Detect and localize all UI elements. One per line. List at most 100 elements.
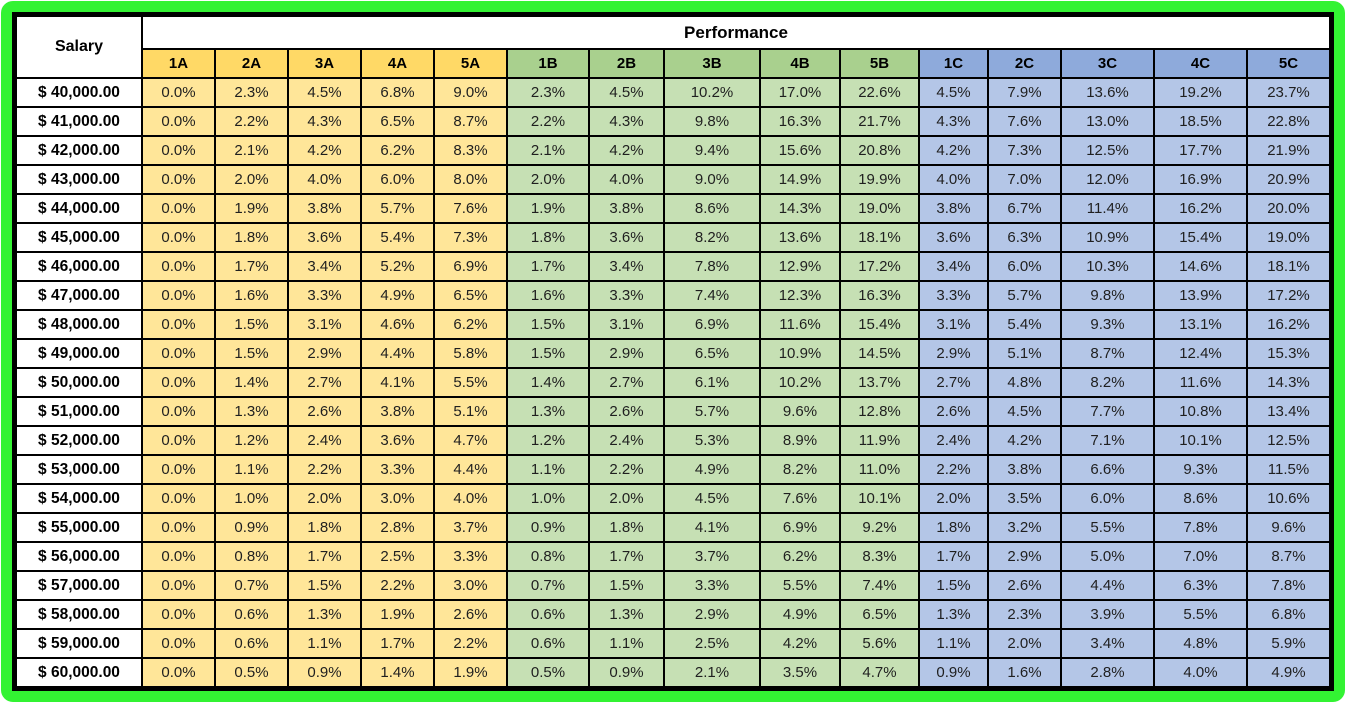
data-cell-5B[interactable]: 13.7% bbox=[839, 367, 920, 398]
data-cell-2C[interactable]: 5.1% bbox=[987, 338, 1062, 369]
salary-cell[interactable]: $ 53,000.00 bbox=[15, 454, 143, 485]
data-cell-1C[interactable]: 2.6% bbox=[918, 396, 989, 427]
data-cell-4A[interactable]: 1.7% bbox=[360, 628, 435, 659]
data-cell-2A[interactable]: 1.1% bbox=[214, 454, 289, 485]
data-cell-4A[interactable]: 3.0% bbox=[360, 483, 435, 514]
data-cell-1B[interactable]: 1.9% bbox=[506, 193, 590, 224]
data-cell-5C[interactable]: 20.0% bbox=[1246, 193, 1331, 224]
data-cell-1A[interactable]: 0.0% bbox=[141, 483, 216, 514]
data-cell-3A[interactable]: 1.3% bbox=[287, 599, 362, 630]
salary-cell[interactable]: $ 45,000.00 bbox=[15, 222, 143, 253]
data-cell-3C[interactable]: 5.5% bbox=[1060, 512, 1155, 543]
data-cell-1A[interactable]: 0.0% bbox=[141, 338, 216, 369]
data-cell-3A[interactable]: 4.5% bbox=[287, 77, 362, 108]
data-cell-4A[interactable]: 6.5% bbox=[360, 106, 435, 137]
column-header-1A[interactable]: 1A bbox=[141, 48, 216, 79]
data-cell-3C[interactable]: 7.7% bbox=[1060, 396, 1155, 427]
data-cell-3B[interactable]: 5.3% bbox=[663, 425, 761, 456]
data-cell-2A[interactable]: 2.2% bbox=[214, 106, 289, 137]
data-cell-2C[interactable]: 5.4% bbox=[987, 309, 1062, 340]
data-cell-3C[interactable]: 9.3% bbox=[1060, 309, 1155, 340]
data-cell-2C[interactable]: 7.3% bbox=[987, 135, 1062, 166]
data-cell-3A[interactable]: 4.0% bbox=[287, 164, 362, 195]
data-cell-5A[interactable]: 2.6% bbox=[433, 599, 508, 630]
salary-cell[interactable]: $ 51,000.00 bbox=[15, 396, 143, 427]
data-cell-3B[interactable]: 8.2% bbox=[663, 222, 761, 253]
data-cell-4C[interactable]: 10.1% bbox=[1153, 425, 1248, 456]
data-cell-5B[interactable]: 17.2% bbox=[839, 251, 920, 282]
data-cell-4B[interactable]: 8.9% bbox=[759, 425, 841, 456]
data-cell-4A[interactable]: 2.2% bbox=[360, 570, 435, 601]
data-cell-3B[interactable]: 8.6% bbox=[663, 193, 761, 224]
data-cell-3C[interactable]: 7.1% bbox=[1060, 425, 1155, 456]
salary-cell[interactable]: $ 41,000.00 bbox=[15, 106, 143, 137]
data-cell-4B[interactable]: 8.2% bbox=[759, 454, 841, 485]
data-cell-2B[interactable]: 3.4% bbox=[588, 251, 665, 282]
data-cell-2C[interactable]: 2.9% bbox=[987, 541, 1062, 572]
data-cell-3C[interactable]: 12.0% bbox=[1060, 164, 1155, 195]
data-cell-1A[interactable]: 0.0% bbox=[141, 251, 216, 282]
data-cell-3A[interactable]: 2.6% bbox=[287, 396, 362, 427]
data-cell-1B[interactable]: 2.1% bbox=[506, 135, 590, 166]
data-cell-2C[interactable]: 7.6% bbox=[987, 106, 1062, 137]
data-cell-1B[interactable]: 0.5% bbox=[506, 657, 590, 688]
data-cell-5A[interactable]: 6.5% bbox=[433, 280, 508, 311]
data-cell-1B[interactable]: 1.2% bbox=[506, 425, 590, 456]
data-cell-1C[interactable]: 3.1% bbox=[918, 309, 989, 340]
data-cell-5C[interactable]: 14.3% bbox=[1246, 367, 1331, 398]
data-cell-1A[interactable]: 0.0% bbox=[141, 135, 216, 166]
salary-cell[interactable]: $ 48,000.00 bbox=[15, 309, 143, 340]
data-cell-5B[interactable]: 4.7% bbox=[839, 657, 920, 688]
data-cell-3B[interactable]: 7.4% bbox=[663, 280, 761, 311]
data-cell-2B[interactable]: 1.5% bbox=[588, 570, 665, 601]
data-cell-4A[interactable]: 3.8% bbox=[360, 396, 435, 427]
data-cell-4B[interactable]: 4.9% bbox=[759, 599, 841, 630]
data-cell-2A[interactable]: 1.2% bbox=[214, 425, 289, 456]
data-cell-5A[interactable]: 1.9% bbox=[433, 657, 508, 688]
data-cell-4C[interactable]: 13.9% bbox=[1153, 280, 1248, 311]
data-cell-5C[interactable]: 18.1% bbox=[1246, 251, 1331, 282]
data-cell-3B[interactable]: 10.2% bbox=[663, 77, 761, 108]
data-cell-5B[interactable]: 11.0% bbox=[839, 454, 920, 485]
data-cell-2A[interactable]: 0.7% bbox=[214, 570, 289, 601]
data-cell-1B[interactable]: 1.4% bbox=[506, 367, 590, 398]
data-cell-3C[interactable]: 6.0% bbox=[1060, 483, 1155, 514]
data-cell-2C[interactable]: 1.6% bbox=[987, 657, 1062, 688]
data-cell-3A[interactable]: 2.7% bbox=[287, 367, 362, 398]
data-cell-2A[interactable]: 0.6% bbox=[214, 628, 289, 659]
data-cell-1C[interactable]: 1.7% bbox=[918, 541, 989, 572]
data-cell-3A[interactable]: 3.3% bbox=[287, 280, 362, 311]
column-header-4A[interactable]: 4A bbox=[360, 48, 435, 79]
data-cell-4C[interactable]: 7.0% bbox=[1153, 541, 1248, 572]
data-cell-5B[interactable]: 22.6% bbox=[839, 77, 920, 108]
data-cell-5A[interactable]: 6.2% bbox=[433, 309, 508, 340]
data-cell-4A[interactable]: 2.5% bbox=[360, 541, 435, 572]
data-cell-1A[interactable]: 0.0% bbox=[141, 309, 216, 340]
data-cell-4C[interactable]: 16.2% bbox=[1153, 193, 1248, 224]
data-cell-1A[interactable]: 0.0% bbox=[141, 77, 216, 108]
data-cell-5B[interactable]: 8.3% bbox=[839, 541, 920, 572]
data-cell-2A[interactable]: 1.9% bbox=[214, 193, 289, 224]
data-cell-5B[interactable]: 9.2% bbox=[839, 512, 920, 543]
data-cell-5C[interactable]: 7.8% bbox=[1246, 570, 1331, 601]
data-cell-3B[interactable]: 2.5% bbox=[663, 628, 761, 659]
data-cell-1C[interactable]: 3.8% bbox=[918, 193, 989, 224]
data-cell-5C[interactable]: 22.8% bbox=[1246, 106, 1331, 137]
data-cell-5B[interactable]: 7.4% bbox=[839, 570, 920, 601]
data-cell-4B[interactable]: 14.3% bbox=[759, 193, 841, 224]
data-cell-4A[interactable]: 4.9% bbox=[360, 280, 435, 311]
data-cell-3B[interactable]: 9.4% bbox=[663, 135, 761, 166]
data-cell-3B[interactable]: 2.1% bbox=[663, 657, 761, 688]
data-cell-4C[interactable]: 4.8% bbox=[1153, 628, 1248, 659]
data-cell-2C[interactable]: 2.6% bbox=[987, 570, 1062, 601]
data-cell-3C[interactable]: 9.8% bbox=[1060, 280, 1155, 311]
data-cell-2C[interactable]: 6.3% bbox=[987, 222, 1062, 253]
salary-cell[interactable]: $ 49,000.00 bbox=[15, 338, 143, 369]
column-header-3C[interactable]: 3C bbox=[1060, 48, 1155, 79]
data-cell-4B[interactable]: 6.2% bbox=[759, 541, 841, 572]
data-cell-3A[interactable]: 1.7% bbox=[287, 541, 362, 572]
data-cell-1C[interactable]: 2.2% bbox=[918, 454, 989, 485]
data-cell-5A[interactable]: 5.8% bbox=[433, 338, 508, 369]
data-cell-1C[interactable]: 2.9% bbox=[918, 338, 989, 369]
data-cell-4B[interactable]: 9.6% bbox=[759, 396, 841, 427]
